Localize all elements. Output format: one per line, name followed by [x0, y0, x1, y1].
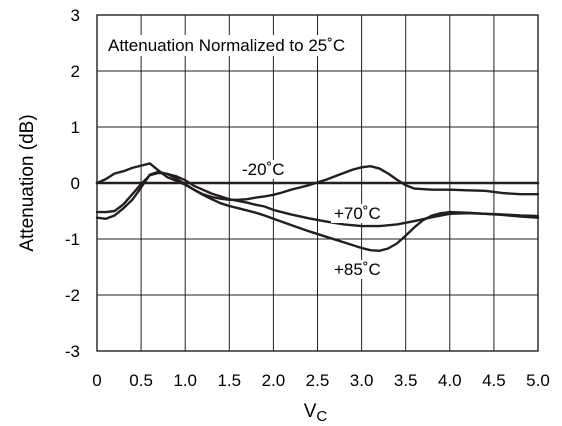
annotation-minus20-background [239, 160, 288, 179]
x-tick-label: 4.5 [482, 371, 506, 390]
x-tick-label: 2.5 [306, 371, 330, 390]
x-tick-label: 0 [92, 371, 101, 390]
y-tick-label: 3 [71, 6, 80, 25]
x-tick-label: 4.0 [438, 371, 462, 390]
y-tick-label: 0 [71, 174, 80, 193]
annotation-plus85-background [331, 260, 384, 279]
y-tick-label: -2 [65, 286, 80, 305]
label-plus-85c: +85˚C [334, 260, 381, 279]
y-tick-label: -3 [65, 342, 80, 361]
x-tick-label: 3.5 [394, 371, 418, 390]
y-axis-label: Attenuation (dB) [17, 114, 38, 251]
label-plus-70c: +70˚C [334, 204, 381, 223]
y-tick-label: -1 [65, 230, 80, 249]
y-tick-label: 2 [71, 62, 80, 81]
x-tick-label: 3.0 [350, 371, 374, 390]
y-tick-label: 1 [71, 118, 80, 137]
x-tick-label: 5.0 [526, 371, 550, 390]
plot-frame [96, 14, 539, 352]
annotation-note-background [104, 35, 350, 56]
label-minus-20c: -20˚C [242, 160, 285, 179]
x-tick-label: 2.0 [262, 371, 286, 390]
tick-labels: 0 0.5 1.0 1.5 2.0 2.5 3.0 3.5 4.0 4.5 5.0 -3 -2 -1 0 1 2… [65, 6, 550, 390]
x-tick-label: 0.5 [129, 371, 153, 390]
x-axis-label-subscript: C [316, 408, 327, 425]
x-axis-label: VC [304, 401, 328, 425]
x-tick-label: 1.0 [173, 371, 197, 390]
series-line-plus85 [95, 170, 540, 253]
annotation-normalized-note: Attenuation Normalized to 25˚C [108, 36, 345, 55]
x-tick-label: 1.5 [217, 371, 241, 390]
annotation-plus70-background [331, 204, 384, 223]
series-lines [95, 162, 540, 253]
x-axis-label-main: V [304, 401, 317, 422]
